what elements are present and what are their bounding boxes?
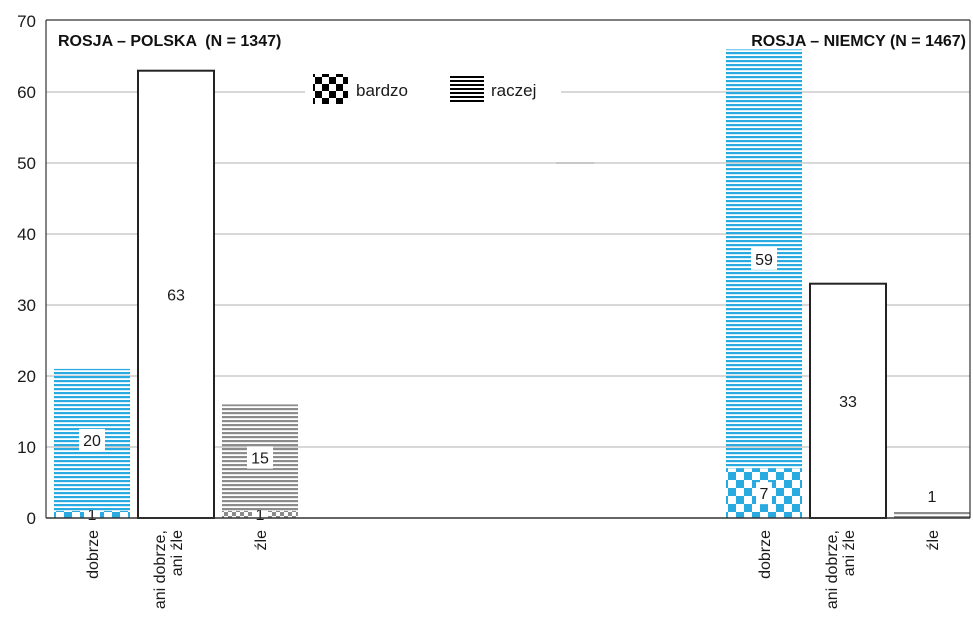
value-label-bg (835, 389, 861, 412)
value-label: 59 (755, 252, 773, 269)
y-tick-label: 20 (17, 367, 36, 386)
value-label: 63 (167, 287, 185, 304)
value-label-bg (924, 484, 940, 507)
category-label: źle (925, 530, 942, 551)
panel-title-rosja-niemcy: ROSJA – NIEMCY (N = 1467) (751, 33, 966, 50)
value-label-bg (79, 428, 105, 451)
category-label: ani dobrze, (824, 530, 841, 609)
value-label-bg (247, 446, 273, 469)
value-label-bg (756, 482, 772, 505)
axes (45, 19, 971, 519)
legend-label-raczej: raczej (491, 81, 536, 100)
category-label: ani dobrze, (152, 530, 169, 609)
y-tick-label: 40 (17, 225, 36, 244)
value-label: 1 (88, 507, 97, 524)
y-axis-ticks: 0 10 20 30 40 50 60 70 (17, 12, 36, 528)
value-label: 7 (760, 486, 769, 503)
value-label: 33 (839, 394, 857, 411)
category-label: dobrze (85, 530, 102, 579)
legend-swatch-raczej (450, 74, 484, 104)
y-tick-label: 60 (17, 83, 36, 102)
legend: bardzo raczej (305, 70, 561, 106)
panel-title-rosja-polska: ROSJA – POLSKA (N = 1347) (58, 33, 281, 50)
legend-label-bardzo: bardzo (356, 81, 408, 100)
bars: 1 20 63 1 15 7 59 33 1 (54, 49, 970, 525)
bar-niemcy-2-raczej (894, 510, 970, 518)
y-tick-label: 50 (17, 154, 36, 173)
category-label: źle (253, 530, 270, 551)
category-labels: dobrze ani dobrze, ani źle źle dobrze ani dob… (85, 530, 942, 609)
legend-swatch-bardzo (313, 74, 348, 104)
category-label: ani źle (841, 530, 858, 576)
y-tick-label: 10 (17, 438, 36, 457)
value-label-bg (163, 283, 189, 306)
y-tick-label: 0 (27, 509, 36, 528)
y-tick-label: 70 (17, 12, 36, 31)
panel-titles: ROSJA – POLSKA (N = 1347) ROSJA – NIEMCY… (58, 33, 966, 50)
value-label: 15 (251, 451, 269, 468)
value-label: 1 (928, 489, 937, 506)
value-label-bg (751, 247, 777, 270)
category-label: dobrze (757, 530, 774, 579)
category-label: ani źle (169, 530, 186, 576)
y-tick-label: 30 (17, 296, 36, 315)
value-label: 20 (83, 433, 101, 450)
value-label: 1 (256, 507, 265, 524)
